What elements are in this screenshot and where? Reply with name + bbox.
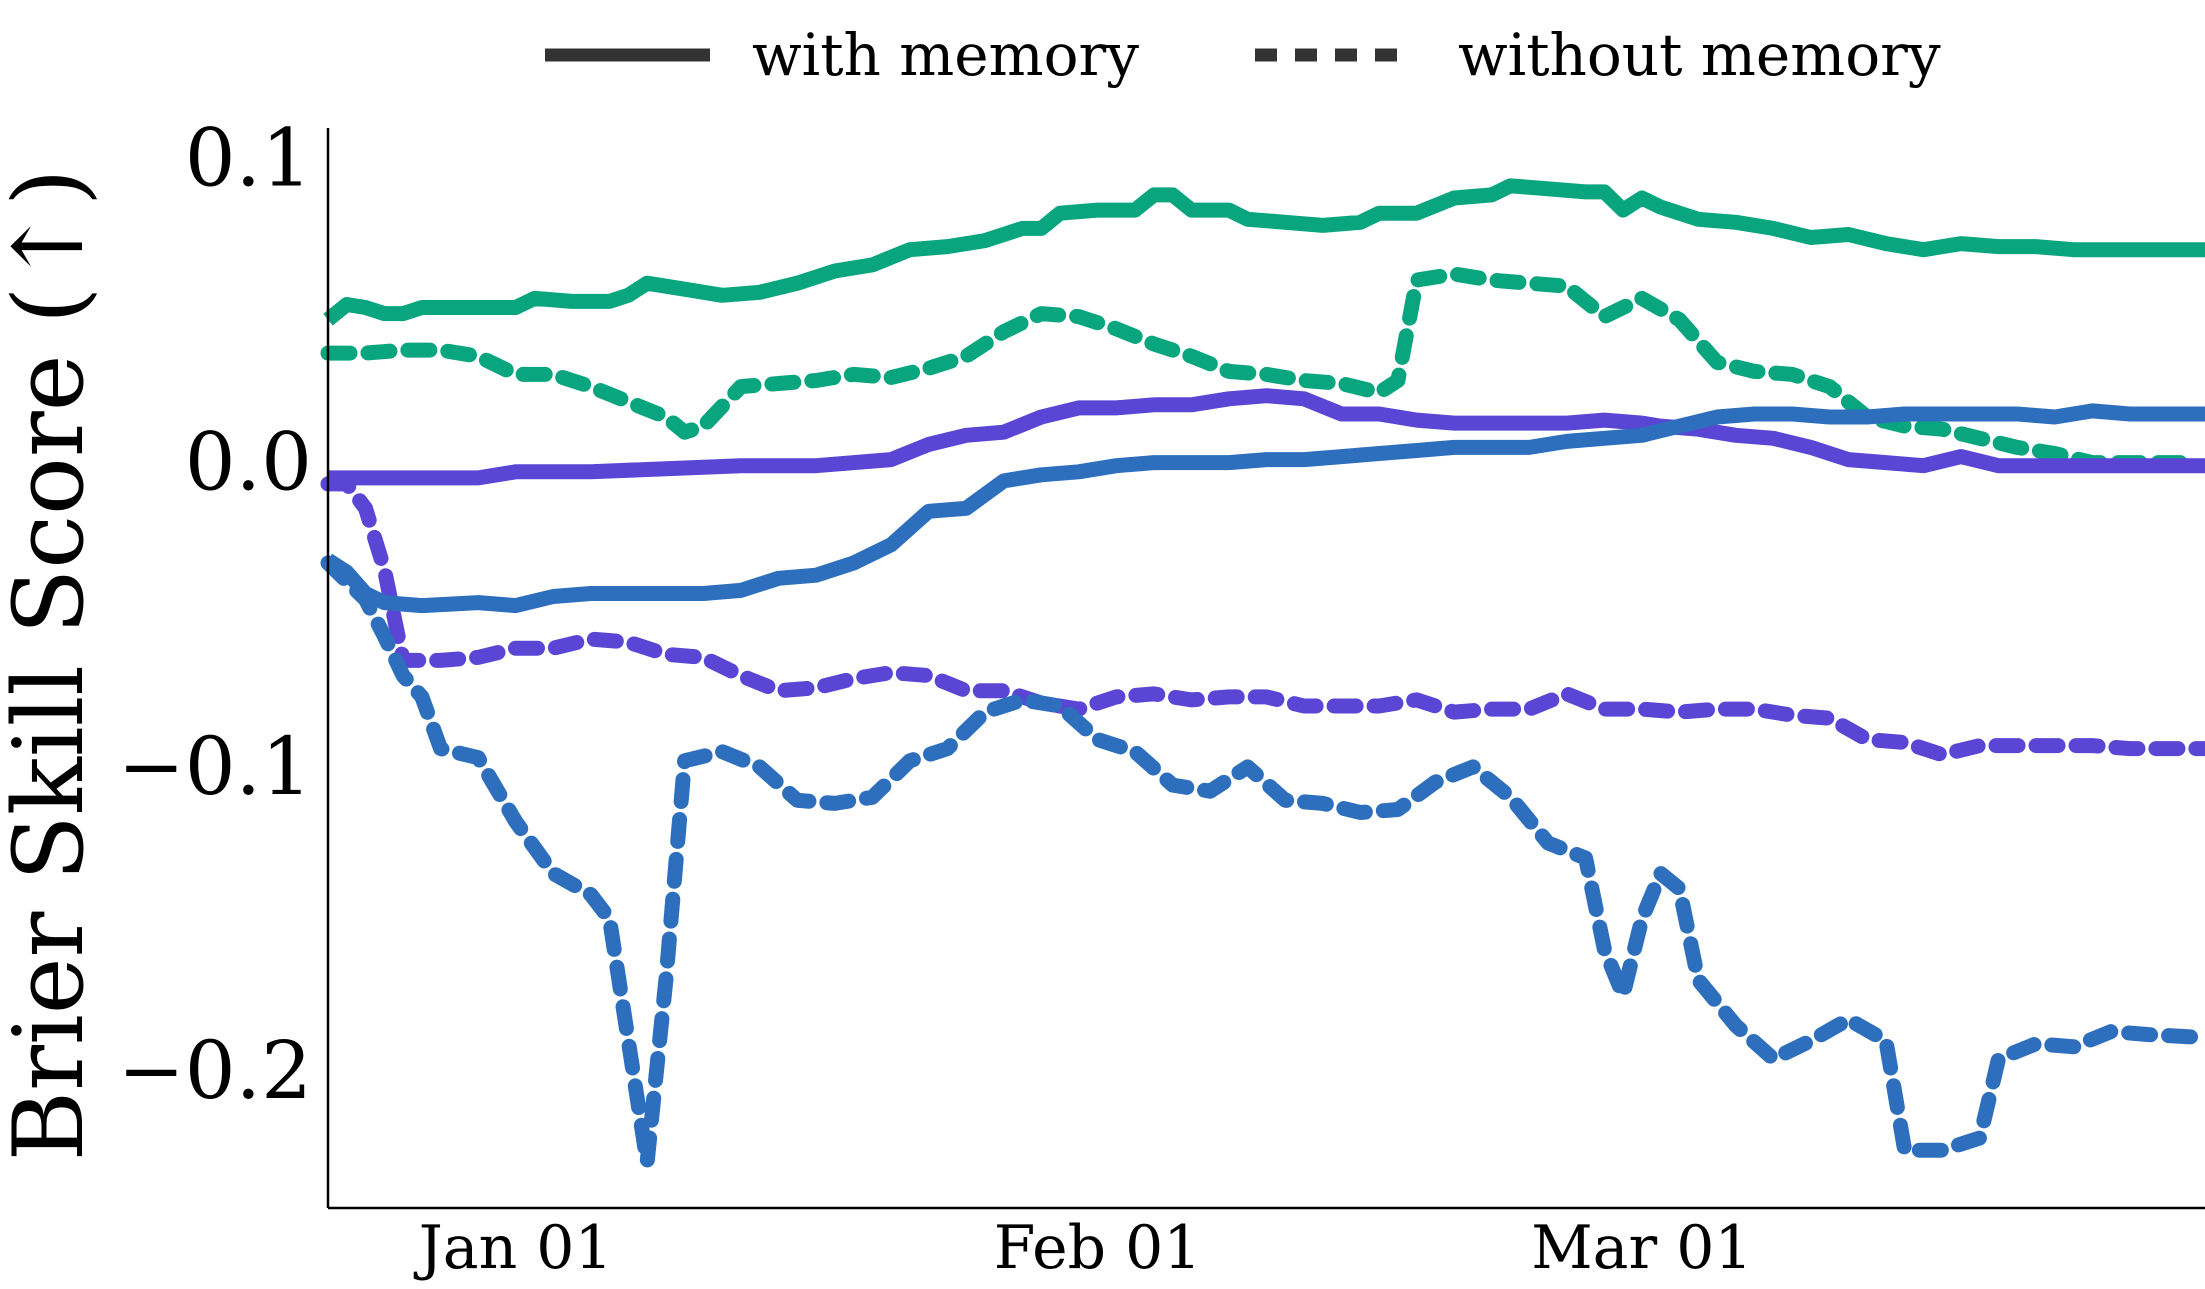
- x-ticks: Jan 01 Feb 01 Mar 01: [413, 1213, 1753, 1283]
- x-tick-label-1: Feb 01: [994, 1213, 1202, 1283]
- legend: with memory without memory: [545, 21, 1941, 89]
- series-line-1: [320, 266, 2194, 471]
- x-tick-label-2: Mar 01: [1531, 1213, 1752, 1283]
- x-tick-label-0: Jan 01: [413, 1213, 613, 1283]
- series-line-5: [320, 555, 2205, 1170]
- y-tick-label-0: 0.1: [185, 111, 312, 204]
- series-line-4: [323, 403, 2205, 614]
- series-layer: [320, 178, 2205, 1170]
- y-tick-label-1: 0.0: [185, 416, 312, 509]
- y-ticks: 0.1 0.0 −0.1 −0.2: [118, 111, 312, 1117]
- series-line-2: [328, 388, 2205, 486]
- y-axis-label: Brier Skill Score (↑): [0, 169, 105, 1162]
- legend-label-without-memory: without memory: [1458, 21, 1941, 89]
- y-tick-label-2: −0.1: [118, 720, 312, 813]
- series-line-3: [320, 476, 2205, 763]
- y-tick-label-3: −0.2: [118, 1024, 312, 1117]
- legend-label-with-memory: with memory: [752, 21, 1139, 89]
- series-line-0: [323, 178, 2205, 326]
